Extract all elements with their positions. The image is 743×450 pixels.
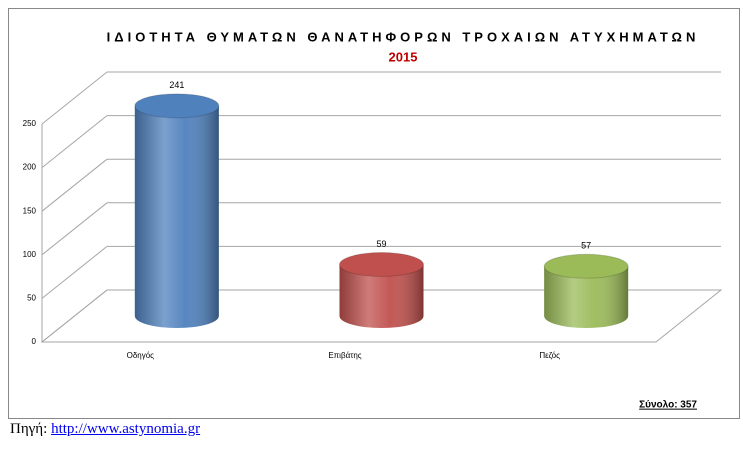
bar-shade: [544, 266, 629, 328]
source: Πηγή: http://www.astynomia.gr: [10, 421, 200, 438]
grid-line: [41, 202, 108, 256]
chart-subtitle: 2015: [389, 49, 418, 64]
grid-line: [41, 246, 108, 299]
y-tick-label: 200: [23, 163, 37, 172]
cylinder: 57: [543, 241, 629, 328]
chart-title: ΙΔΙΟΤΗΤΑ ΘΥΜΑΤΩΝ ΘΑΝΑΤΗΦΟΡΩΝ ΤΡΟΧΑΙΩΝ ΑΤ…: [107, 29, 700, 44]
grid-line: [41, 115, 108, 168]
bar-top: [339, 252, 424, 278]
grid-line: [41, 158, 108, 212]
y-tick-label: 100: [23, 250, 37, 259]
value-label: 241: [169, 80, 184, 90]
y-tick-label: 250: [23, 119, 37, 128]
grid-line: [41, 71, 108, 125]
y-tick-label: 150: [23, 206, 37, 215]
grid-line: [41, 289, 108, 343]
total-annotation: Σύνολο: 357: [639, 400, 697, 411]
bar-shade: [134, 105, 219, 329]
chart-frame: [8, 8, 740, 419]
bar-top: [543, 253, 629, 279]
source-label: Πηγή:: [10, 421, 48, 437]
cylinder: 241: [134, 80, 220, 329]
bar-shade: [339, 264, 424, 328]
source-link[interactable]: http://www.astynomia.gr: [51, 421, 201, 437]
x-tick-label: Επιβάτης: [328, 351, 361, 360]
bar-top: [134, 93, 220, 119]
chart: ΙΔΙΟΤΗΤΑ ΘΥΜΑΤΩΝ ΘΑΝΑΤΗΦΟΡΩΝ ΤΡΟΧΑΙΩΝ ΑΤ…: [8, 8, 740, 419]
value-label: 57: [581, 241, 591, 251]
x-tick-label: Οδηγός: [127, 351, 155, 360]
value-label: 59: [376, 239, 386, 249]
x-tick-label: Πεζός: [539, 351, 560, 360]
y-tick-label: 0: [32, 337, 37, 346]
cylinder: 59: [339, 239, 424, 328]
y-tick-label: 50: [27, 294, 36, 303]
